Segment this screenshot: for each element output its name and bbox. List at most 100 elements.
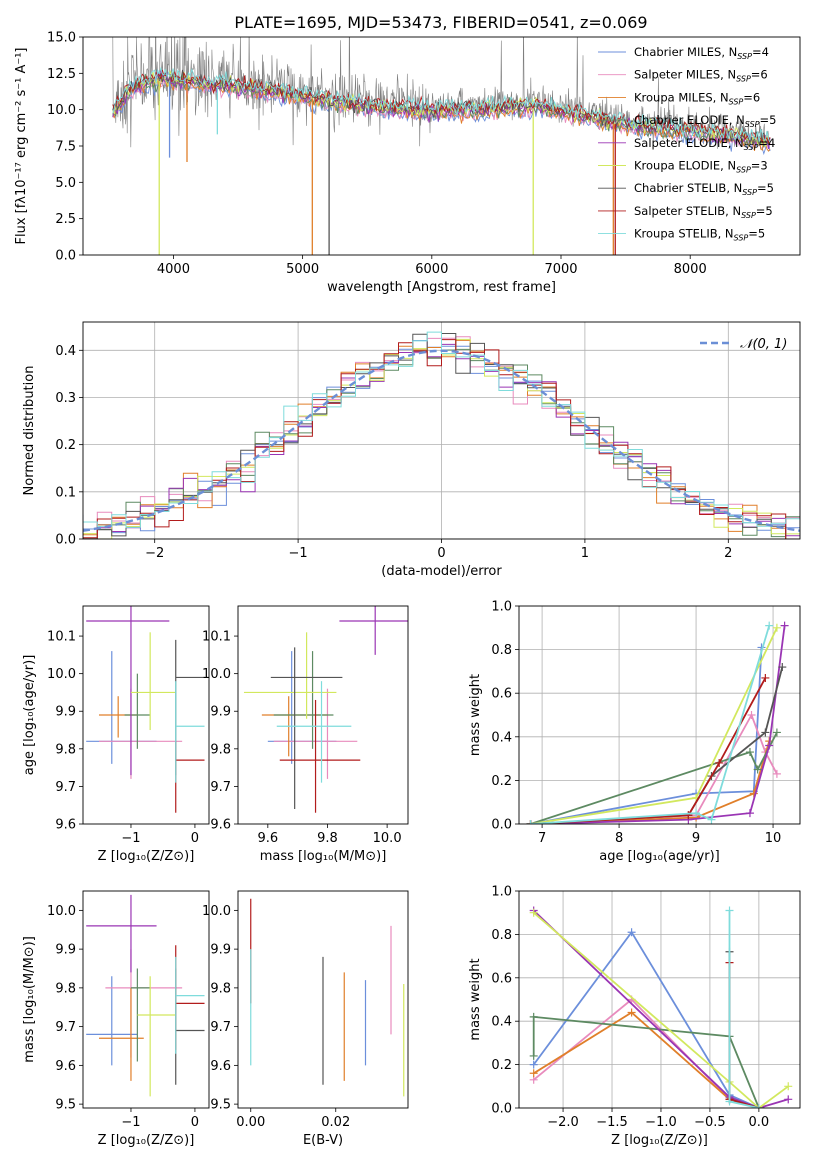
spectrum-ytick-label: 10.0 <box>47 103 76 118</box>
weight_vs_age-ytick-label: 0.4 <box>491 730 512 745</box>
spectrum-plot-area <box>112 37 771 255</box>
weight_vs_Z-marker-C_ELODIE <box>529 1051 538 1060</box>
weight_vs_Z-xtick-label: −2.0 <box>547 1115 579 1130</box>
legend-label-K_MILES: Kroupa MILES, NSSP=6 <box>634 90 760 106</box>
legend-label-S_MILES: Salpeter MILES, NSSP=6 <box>634 68 768 84</box>
spectrum-title: PLATE=1695, MJD=53473, FIBERID=0541, z=0… <box>234 13 647 32</box>
mass_vs_Z-ytick-label: 9.5 <box>55 1098 76 1113</box>
weight_vs_age-marker-S_STELIB <box>761 673 770 682</box>
age_vs_mass-xtick-label: 9.6 <box>257 831 278 846</box>
residuals-xtick-label: −1 <box>289 546 308 561</box>
legend-label-K_ELODIE: Kroupa ELODIE, NSSP=3 <box>634 159 768 175</box>
weight_vs_Z-marker-K_MILES <box>529 1069 538 1078</box>
weight_vs_Z-marker-K_STELIB <box>725 906 734 915</box>
mass_vs_Z-plot-area <box>86 894 205 1097</box>
mass_vs_Z-xtick-label: −1 <box>121 1115 140 1130</box>
mass_vs_Z-ylabel: mass [log₁₀(M/M⊙)] <box>22 936 37 1063</box>
weight_vs_Z-line-C_STELIB <box>728 951 760 1108</box>
weight_vs_Z-ytick-label: 0.0 <box>491 1102 512 1117</box>
mass_vs_ebv-ytick-label: 9.5 <box>210 1098 231 1113</box>
legend-label-S_STELIB: Salpeter STELIB, NSSP=5 <box>634 204 773 220</box>
spectrum-xlabel: wavelength [Angstrom, rest frame] <box>327 280 556 295</box>
legend-label-normal: 𝒩(0, 1) <box>740 337 787 352</box>
age_vs_mass-xtick-label: 10.0 <box>373 831 402 846</box>
weight_vs_age-marker-S_STELIB <box>715 758 724 767</box>
weight_vs_Z-ytick-label: 1.0 <box>491 885 512 900</box>
weight_vs_age-xtick-label: 8 <box>615 831 623 846</box>
weight_vs_Z-line-C_ELODIE <box>532 1015 760 1108</box>
weight_vs_Z-line-K_ELODIE <box>533 912 789 1108</box>
weight_vs_age-marker-K_STELIB <box>765 621 774 630</box>
weight_vs_age-marker-K_STELIB <box>707 815 716 824</box>
age_vs_Z-ytick-label: 10.0 <box>47 667 76 682</box>
spectrum-ytick-label: 5.0 <box>55 176 76 191</box>
weight_vs_age-line-K_MILES <box>530 740 771 824</box>
weight_vs_Z-marker-S_ELODIE <box>784 1095 793 1104</box>
age_vs_Z-ytick-label: 10.1 <box>47 630 76 645</box>
weight_vs_Z-xtick-label: −1.5 <box>596 1115 628 1130</box>
weight_vs_Z-marker-K_ELODIE <box>529 908 538 917</box>
age_vs_Z-ytick-label: 9.9 <box>55 705 76 720</box>
normal-curve <box>83 349 800 532</box>
weight_vs_age-marker-C_ELODIE <box>772 728 781 737</box>
weight_vs_Z-marker-K_MILES <box>627 1008 636 1017</box>
weight_vs_age-xtick-label: 7 <box>538 831 546 846</box>
mass_vs_Z-ytick-label: 9.7 <box>55 1020 76 1035</box>
weight_vs_age-marker-K_STELIB <box>692 809 701 818</box>
weight_vs_Z-ytick-label: 0.2 <box>491 1058 512 1073</box>
weight_vs_Z-line-S_ELODIE <box>533 909 789 1108</box>
weight_vs_age-marker-K_STELIB <box>526 820 535 824</box>
age_vs_Z-ylabel: age [log₁₀(age/yr)] <box>22 655 37 776</box>
mass_vs_Z-ytick-label: 10.0 <box>47 904 76 919</box>
age_vs_mass-xlabel: mass [log₁₀(M/M⊙)] <box>260 849 387 864</box>
age_vs_Z-frame <box>82 605 210 825</box>
age_vs_mass-ytick-label: 9.9 <box>210 705 231 720</box>
mass_vs_ebv-frame <box>237 890 409 1109</box>
mass_vs_Z-xtick-label: 0 <box>191 1115 199 1130</box>
model-spectrum-K_STELIB <box>112 66 771 143</box>
residuals-xtick-label: 0 <box>437 546 445 561</box>
weight_vs_age-xtick-label: 9 <box>692 831 700 846</box>
mass_vs_ebv-ytick-label: 9.6 <box>210 1059 231 1074</box>
age_vs_Z-xtick-label: 0 <box>191 831 199 846</box>
residuals-xtick-label: 1 <box>581 546 589 561</box>
weight_vs_age-marker-C_STELIB <box>778 663 787 672</box>
spectrum-xtick-label: 7000 <box>544 262 577 277</box>
weight_vs_Z-line-K_STELIB <box>728 910 760 1108</box>
age_vs_Z-ytick-label: 9.6 <box>55 818 76 833</box>
weight_vs_Z-line-S_MILES <box>533 998 760 1108</box>
age_vs_Z-ytick-label: 9.8 <box>55 742 76 757</box>
residuals-ytick-label: 0.4 <box>55 344 76 359</box>
age_vs_mass-frame <box>237 605 409 825</box>
histogram-K_STELIB <box>83 331 800 539</box>
age_vs_mass-plot-area <box>243 606 408 813</box>
residuals-ylabel: Normed distribution <box>22 366 37 496</box>
legend-label-S_ELODIE: Salpeter ELODIE, NSSP=4 <box>634 136 775 152</box>
weight_vs_Z-xlabel: Z [log₁₀(Z/Z⊙)] <box>611 1133 708 1148</box>
age_vs_mass-ytick-label: 10.0 <box>202 667 231 682</box>
weight_vs_Z-xtick-label: −1.0 <box>645 1115 677 1130</box>
weight_vs_Z-ytick-label: 0.8 <box>491 928 512 943</box>
weight_vs_age-marker-S_MILES <box>772 769 781 778</box>
legend-label-C_MILES: Chabrier MILES, NSSP=4 <box>634 45 769 61</box>
mass_vs_Z-ytick-label: 9.8 <box>55 981 76 996</box>
weight_vs_Z-marker-K_STELIB <box>725 1097 734 1106</box>
weight_vs_Z-plot-area <box>519 891 800 1108</box>
weight_vs_age-marker-C_ELODIE <box>753 765 762 774</box>
weight_vs_Z-marker-C_MILES <box>529 1060 538 1069</box>
residuals-xtick-label: −2 <box>145 546 164 561</box>
age_vs_Z-xlabel: Z [log₁₀(Z/Z⊙)] <box>98 849 195 864</box>
age_vs_mass-ytick-label: 10.1 <box>202 630 231 645</box>
spectrum-ytick-label: 2.5 <box>55 212 76 227</box>
spectrum-ytick-label: 0.0 <box>55 249 76 264</box>
mass_vs_Z-xlabel: Z [log₁₀(Z/Z⊙)] <box>98 1133 195 1148</box>
age_vs_mass-xtick-label: 9.8 <box>317 831 338 846</box>
mass_vs_Z-ytick-label: 9.6 <box>55 1059 76 1074</box>
weight_vs_Z-xtick-label: −0.5 <box>694 1115 726 1130</box>
weight_vs_age-marker-S_ELODIE <box>745 809 754 818</box>
mass_vs_ebv-ytick-label: 9.8 <box>210 981 231 996</box>
weight_vs_Z-marker-C_ELODIE <box>529 1012 538 1021</box>
age_vs_Z-xtick-label: −1 <box>121 831 140 846</box>
model-spectrum-S_STELIB <box>112 69 771 145</box>
